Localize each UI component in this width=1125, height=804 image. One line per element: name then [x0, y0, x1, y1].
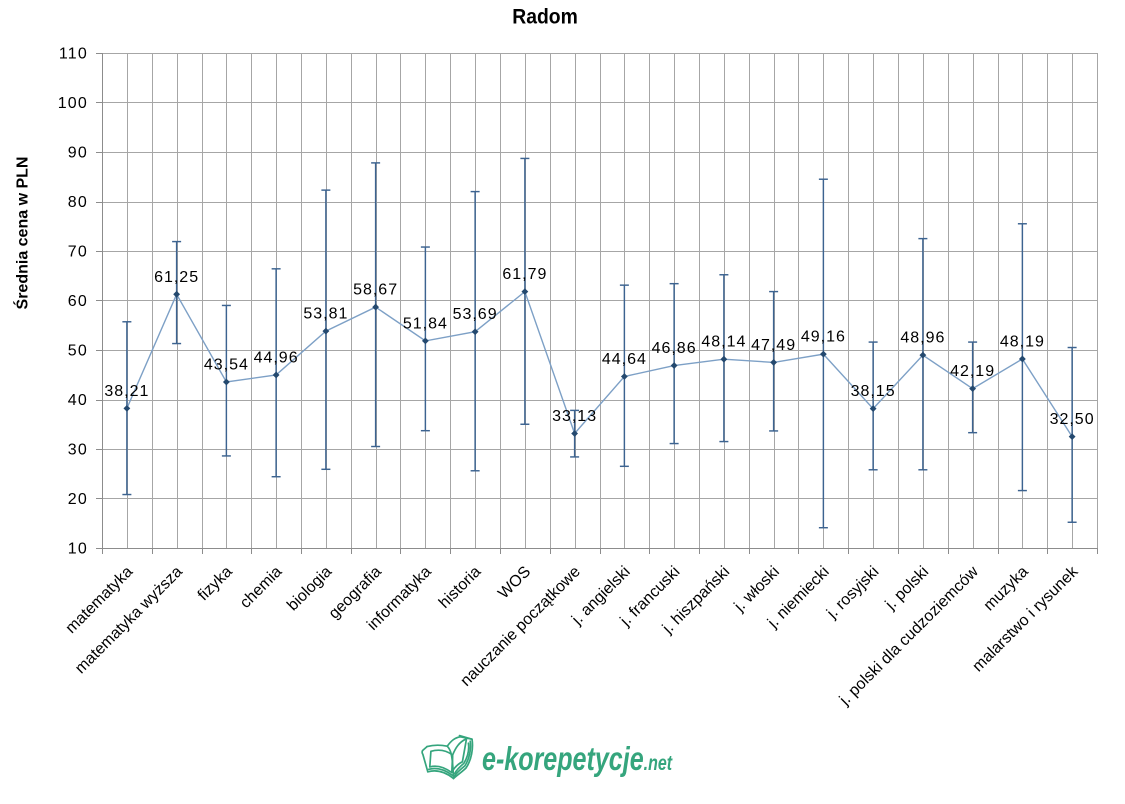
svg-text:32,50: 32,50: [1050, 411, 1095, 428]
svg-text:47,49: 47,49: [751, 337, 796, 354]
svg-text:48,19: 48,19: [1000, 334, 1045, 351]
svg-text:38,15: 38,15: [851, 383, 896, 400]
svg-text:43,54: 43,54: [204, 357, 249, 374]
svg-text:58,67: 58,67: [353, 282, 398, 299]
svg-text:44,96: 44,96: [254, 349, 299, 366]
svg-text:40: 40: [68, 392, 88, 409]
svg-text:20: 20: [68, 491, 88, 508]
svg-text:42,19: 42,19: [950, 363, 995, 380]
svg-text:110: 110: [59, 46, 88, 63]
svg-text:53,81: 53,81: [303, 306, 348, 323]
svg-text:80: 80: [68, 194, 88, 211]
svg-text:70: 70: [68, 244, 88, 261]
svg-text:44,64: 44,64: [602, 351, 647, 368]
svg-text:33,13: 33,13: [552, 408, 597, 425]
svg-text:30: 30: [68, 442, 88, 459]
svg-text:50: 50: [68, 343, 88, 360]
svg-text:48,96: 48,96: [900, 330, 945, 347]
svg-text:60: 60: [68, 293, 88, 310]
svg-text:Radom: Radom: [512, 5, 578, 29]
svg-text:53,69: 53,69: [453, 306, 498, 323]
svg-text:46,86: 46,86: [652, 340, 697, 357]
svg-text:10: 10: [68, 541, 88, 558]
svg-text:90: 90: [68, 145, 88, 162]
svg-text:51,84: 51,84: [403, 315, 448, 332]
svg-text:61,25: 61,25: [154, 269, 199, 286]
svg-text:49,16: 49,16: [801, 329, 846, 346]
svg-text:e-korepetycje.net: e-korepetycje.net: [482, 741, 673, 778]
svg-text:38,21: 38,21: [104, 383, 149, 400]
svg-text:100: 100: [58, 95, 88, 112]
svg-text:48,14: 48,14: [701, 334, 746, 351]
svg-text:61,79: 61,79: [502, 266, 547, 283]
svg-text:Średnia cena w PLN: Średnia cena w PLN: [13, 157, 32, 310]
